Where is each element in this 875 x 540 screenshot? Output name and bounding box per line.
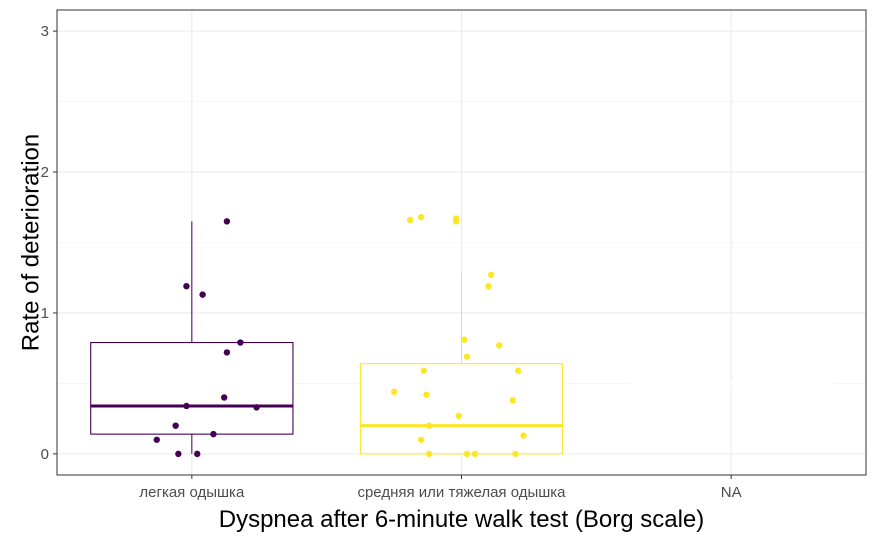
- data-point: [509, 397, 516, 404]
- data-point: [223, 349, 231, 356]
- data-point: [390, 388, 398, 396]
- box-iqr: [359, 363, 564, 455]
- data-point: [423, 391, 430, 398]
- data-point: [471, 450, 479, 458]
- data-point: [253, 404, 260, 411]
- data-point: [487, 271, 495, 279]
- data-point: [237, 339, 244, 346]
- data-point: [183, 402, 190, 410]
- box-iqr: [90, 341, 294, 435]
- data-point: [172, 422, 179, 429]
- y-tick-label: 0: [41, 446, 49, 463]
- data-point: [463, 353, 471, 360]
- data-point: [223, 218, 231, 225]
- boxes: [90, 221, 833, 455]
- x-axis-ticks: легкая одышка средняя или тяжелая одышка N…: [139, 475, 742, 501]
- y-axis-title: Rate of deterioration: [17, 134, 44, 351]
- data-point: [194, 450, 201, 458]
- data-point: [417, 213, 425, 221]
- data-point: [220, 394, 228, 401]
- data-point: [485, 282, 492, 290]
- y-tick-label: 2: [41, 164, 49, 181]
- x-tick-label: NA: [721, 484, 742, 501]
- data-point: [420, 367, 427, 374]
- data-point: [512, 450, 519, 458]
- x-tick-label: легкая одышка: [139, 484, 245, 501]
- data-point: [425, 422, 433, 429]
- data-point: [455, 412, 463, 420]
- data-point: [520, 432, 527, 439]
- data-point: [463, 450, 471, 458]
- data-point: [425, 450, 433, 458]
- data-point: [514, 367, 522, 374]
- data-point: [183, 282, 190, 290]
- data-point: [199, 291, 206, 298]
- data-point: [153, 436, 160, 443]
- data-point: [460, 336, 468, 343]
- data-point: [417, 436, 425, 443]
- data-point: [496, 342, 503, 349]
- y-tick-label: 1: [41, 305, 49, 322]
- data-point: [452, 218, 460, 225]
- data-point: [407, 216, 414, 224]
- x-tick-label: средняя или тяжелая одышка: [357, 484, 566, 501]
- data-point: [175, 450, 182, 458]
- x-axis-title: Dyspnea after 6-minute walk test (Borg s…: [219, 506, 705, 533]
- data-point: [210, 430, 217, 438]
- data-points: [153, 213, 527, 458]
- y-axis-ticks: 0 1 2 3: [41, 23, 57, 463]
- y-tick-label: 3: [41, 23, 49, 40]
